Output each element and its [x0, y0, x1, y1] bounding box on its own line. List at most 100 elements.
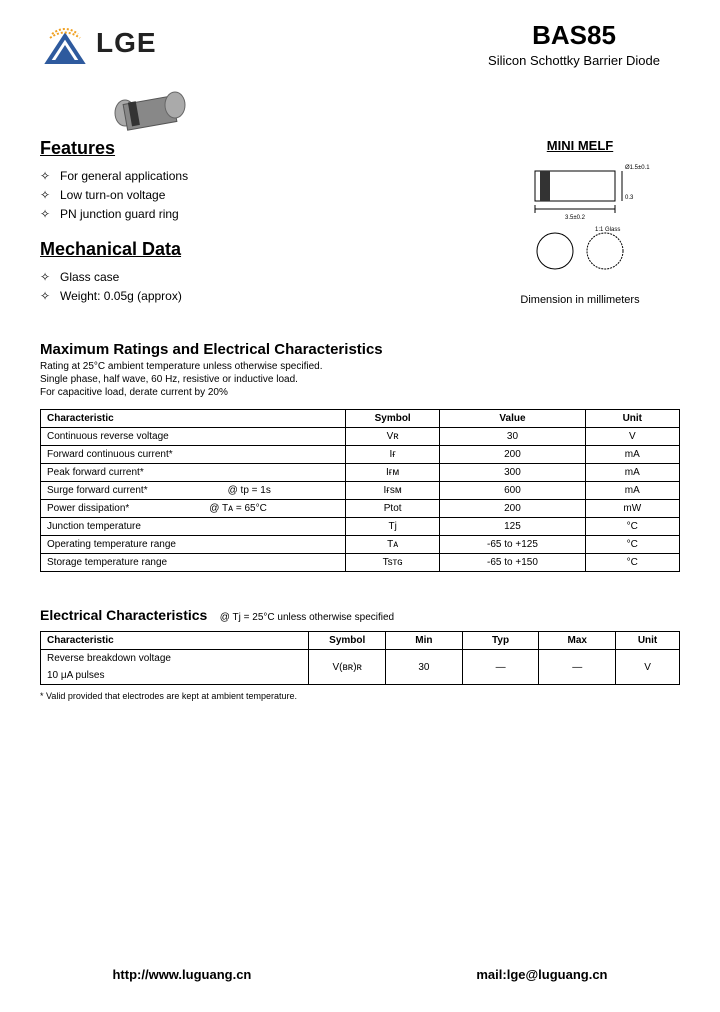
- cell-unit: mA: [585, 446, 679, 464]
- ec-max: —: [539, 650, 616, 685]
- ec-char-main: Reverse breakdown voltage: [47, 653, 302, 664]
- features-list: For general applications Low turn-on vol…: [40, 169, 480, 221]
- table-row: Reverse breakdown voltage 10 μA pulses V…: [41, 650, 680, 685]
- table-row: Storage temperature rangeTsᴛɢ-65 to +150…: [41, 554, 680, 572]
- cell-symbol: Ptot: [345, 500, 439, 518]
- th-unit: Unit: [585, 410, 679, 428]
- ec-min: 30: [386, 650, 463, 685]
- cell-value: -65 to +150: [440, 554, 585, 572]
- table-row: Power dissipation*@ Tᴀ = 65°CPtot200mW: [41, 500, 680, 518]
- cell-symbol: Iғsᴍ: [345, 482, 439, 500]
- footnote: * Valid provided that electrodes are kep…: [40, 691, 680, 701]
- cell-characteristic: Junction temperature: [41, 518, 346, 536]
- ratings-desc: Rating at 25°C ambient temperature unles…: [40, 360, 680, 399]
- th-symbol: Symbol: [345, 410, 439, 428]
- glass-label: 1:1 Glass: [595, 227, 620, 233]
- table-row: Forward continuous current*Iғ200mA: [41, 446, 680, 464]
- part-desc: Silicon Schottky Barrier Diode: [488, 53, 660, 68]
- cell-value: 125: [440, 518, 585, 536]
- part-info: BAS85 Silicon Schottky Barrier Diode: [488, 20, 660, 68]
- cell-unit: mA: [585, 482, 679, 500]
- cell-value: 30: [440, 428, 585, 446]
- cell-unit: mW: [585, 500, 679, 518]
- cell-characteristic: Forward continuous current*: [41, 446, 346, 464]
- logo-text: LGE: [96, 27, 157, 59]
- ec-sym: V(ʙʀ)ʀ: [309, 650, 386, 685]
- dim-dia-label: Ø1.5±0.1: [625, 165, 650, 171]
- cell-unit: °C: [585, 518, 679, 536]
- cell-value: -65 to +125: [440, 536, 585, 554]
- table-row: Continuous reverse voltageVʀ30V: [41, 428, 680, 446]
- table-row: Surge forward current*@ tp = 1sIғsᴍ600mA: [41, 482, 680, 500]
- th-typ: Typ: [462, 632, 539, 650]
- mech-item: Glass case: [40, 270, 480, 284]
- cell-symbol: Tsᴛɢ: [345, 554, 439, 572]
- package-column: MINI MELF 3.5±0.2 Ø1.5±0.1 0.3 1:1 Glass…: [480, 138, 680, 321]
- cell-characteristic: Storage temperature range: [41, 554, 346, 572]
- cell-symbol: Vʀ: [345, 428, 439, 446]
- features-title: Features: [40, 138, 480, 159]
- th-characteristic: Characteristic: [41, 632, 309, 650]
- dim-band-label: 0.3: [625, 195, 634, 201]
- logo-icon: [40, 20, 90, 66]
- ratings-title: Maximum Ratings and Electrical Character…: [40, 341, 680, 358]
- cell-characteristic: Continuous reverse voltage: [41, 428, 346, 446]
- table-row: Operating temperature rangeTᴀ-65 to +125…: [41, 536, 680, 554]
- th-max: Max: [539, 632, 616, 650]
- th-characteristic: Characteristic: [41, 410, 346, 428]
- cell-value: 300: [440, 464, 585, 482]
- cell-characteristic: Operating temperature range: [41, 536, 346, 554]
- feature-item: Low turn-on voltage: [40, 188, 480, 202]
- ec-table: Characteristic Symbol Min Typ Max Unit R…: [40, 631, 680, 685]
- cell-value: 600: [440, 482, 585, 500]
- cell-symbol: Iғᴍ: [345, 464, 439, 482]
- th-min: Min: [386, 632, 463, 650]
- table-header-row: Characteristic Symbol Min Typ Max Unit: [41, 632, 680, 650]
- cell-symbol: Tj: [345, 518, 439, 536]
- header: LGE BAS85 Silicon Schottky Barrier Diode: [40, 20, 680, 68]
- th-symbol: Symbol: [309, 632, 386, 650]
- mech-item: Weight: 0.05g (approx): [40, 289, 480, 303]
- table-header-row: Characteristic Symbol Value Unit: [41, 410, 680, 428]
- table-row: Junction temperatureTj125°C: [41, 518, 680, 536]
- ec-char-sub: 10 μA pulses: [47, 670, 302, 681]
- logo: LGE: [40, 20, 157, 66]
- cell-unit: V: [585, 428, 679, 446]
- cell-unit: °C: [585, 554, 679, 572]
- cell-unit: mA: [585, 464, 679, 482]
- ratings-section: Maximum Ratings and Electrical Character…: [40, 341, 680, 572]
- package-title: MINI MELF: [480, 138, 680, 153]
- package-diagram: 3.5±0.2 Ø1.5±0.1 0.3 1:1 Glass: [510, 161, 650, 281]
- cell-symbol: Iғ: [345, 446, 439, 464]
- feature-item: For general applications: [40, 169, 480, 183]
- footer-url: http://www.luguang.cn: [112, 967, 251, 982]
- ec-unit: V: [616, 650, 680, 685]
- cell-characteristic: Power dissipation*@ Tᴀ = 65°C: [41, 500, 346, 518]
- cell-characteristic: Surge forward current*@ tp = 1s: [41, 482, 346, 500]
- component-image: [100, 83, 200, 133]
- table-row: Peak forward current*Iғᴍ300mA: [41, 464, 680, 482]
- cell-symbol: Tᴀ: [345, 536, 439, 554]
- ec-condition: @ Tj = 25°C unless otherwise specified: [220, 612, 394, 623]
- cell-characteristic: Peak forward current*: [41, 464, 346, 482]
- mech-title: Mechanical Data: [40, 239, 480, 260]
- cell-value: 200: [440, 446, 585, 464]
- th-unit: Unit: [616, 632, 680, 650]
- dim-length-label: 3.5±0.2: [565, 215, 586, 221]
- part-number: BAS85: [488, 20, 660, 51]
- cell-value: 200: [440, 500, 585, 518]
- ec-title: Electrical Characteristics: [40, 607, 207, 623]
- th-value: Value: [440, 410, 585, 428]
- ec-typ: —: [462, 650, 539, 685]
- feature-item: PN junction guard ring: [40, 207, 480, 221]
- mech-list: Glass case Weight: 0.05g (approx): [40, 270, 480, 303]
- footer-mail: mail:lge@luguang.cn: [476, 967, 607, 982]
- ratings-table: Characteristic Symbol Value Unit Continu…: [40, 409, 680, 572]
- left-column: Features For general applications Low tu…: [40, 138, 480, 321]
- footer: http://www.luguang.cn mail:lge@luguang.c…: [0, 967, 720, 982]
- ec-section: Electrical Characteristics @ Tj = 25°C u…: [40, 607, 680, 701]
- main-content: Features For general applications Low tu…: [40, 138, 680, 321]
- cell-unit: °C: [585, 536, 679, 554]
- ec-char: Reverse breakdown voltage 10 μA pulses: [41, 650, 309, 685]
- dimension-text: Dimension in millimeters: [480, 294, 680, 306]
